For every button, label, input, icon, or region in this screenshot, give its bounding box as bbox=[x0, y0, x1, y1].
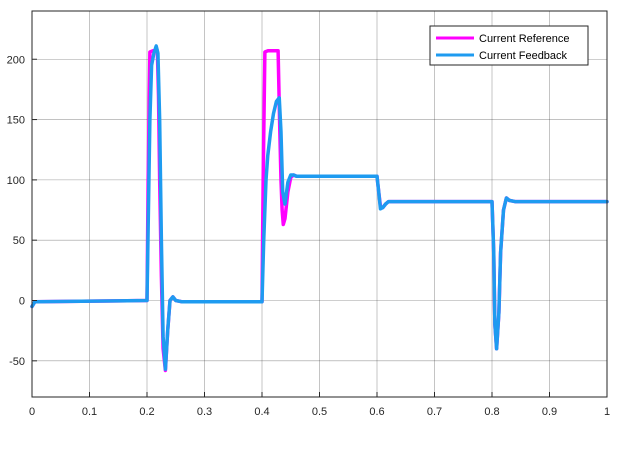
x-tick-label: 0.5 bbox=[312, 406, 327, 418]
y-tick-label: 150 bbox=[7, 115, 25, 127]
series-lines bbox=[30, 44, 609, 373]
x-tick-label: 0.7 bbox=[427, 406, 442, 418]
x-tick-label: 0.6 bbox=[369, 406, 384, 418]
x-tick-label: 1 bbox=[604, 406, 610, 418]
y-tick-label: 0 bbox=[19, 296, 25, 308]
y-tick-label: 200 bbox=[7, 54, 25, 66]
plot-background bbox=[32, 11, 607, 397]
y-tick-label: 100 bbox=[7, 175, 25, 187]
x-tick-label: 0.1 bbox=[82, 406, 97, 418]
legend-label-reference: Current Reference bbox=[479, 33, 570, 45]
y-tick-label: -50 bbox=[9, 356, 25, 368]
x-axis-ticks: 0 0.1 0.2 0.3 0.4 0.5 0.6 0.7 0.8 0.9 1 bbox=[29, 392, 610, 418]
series-line-feedback bbox=[30, 44, 609, 372]
legend-box bbox=[429, 25, 589, 66]
x-tick-label: 0 bbox=[29, 406, 35, 418]
x-tick-label: 0.2 bbox=[139, 406, 154, 418]
x-tick-label: 0.8 bbox=[484, 406, 499, 418]
legend-label-feedback: Current Feedback bbox=[479, 50, 568, 62]
x-tick-label: 0.4 bbox=[254, 406, 269, 418]
x-tick-label: 0.3 bbox=[197, 406, 212, 418]
y-axis-ticks: -50 0 50 100 150 200 bbox=[7, 54, 37, 368]
y-tick-label: 50 bbox=[13, 235, 25, 247]
legend: Current Reference Current Feedback bbox=[429, 25, 589, 66]
x-tick-label: 0.9 bbox=[542, 406, 557, 418]
